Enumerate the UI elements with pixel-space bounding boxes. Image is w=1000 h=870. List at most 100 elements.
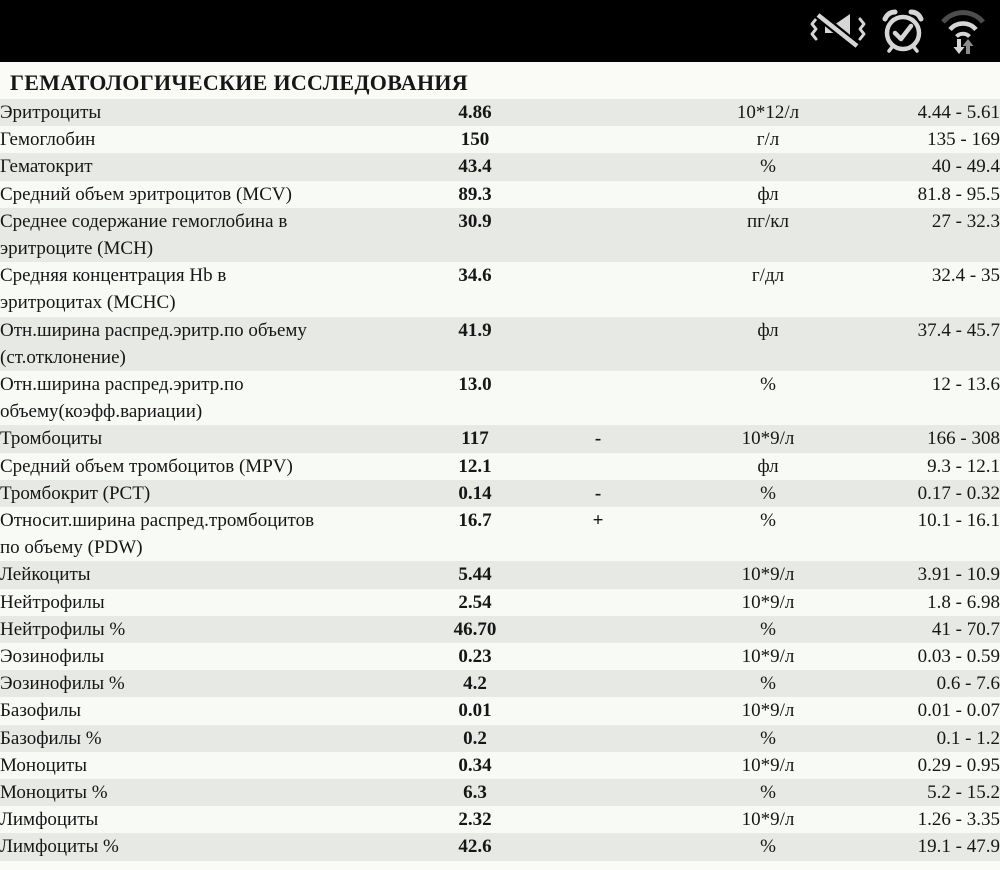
reference-range-cell: 0.1 - 1.2 — [936, 727, 1000, 749]
abnormal-flag-cell — [540, 616, 656, 643]
abnormal-flag-cell — [540, 208, 656, 262]
result-value-cell: 4.86 — [458, 102, 492, 123]
unit-cell: 10*9/л — [741, 564, 795, 586]
result-row: Моноциты 0.34 10*9/л 0.29 - 0.95 — [0, 751, 1000, 780]
reference-range-cell: 0.17 - 0.32 — [917, 482, 1000, 504]
unit-cell: 10*9/л — [741, 700, 795, 722]
result-row: Базофилы 0.01 10*9/л 0.01 - 0.07 — [0, 697, 1000, 725]
test-name-cell: Лимфоциты — [0, 809, 99, 831]
result-value-cell: 150 — [460, 129, 490, 151]
abnormal-flag-cell: - — [594, 428, 602, 450]
test-name-cell: Тромбоциты — [0, 428, 103, 450]
reference-range-cell: 37.4 - 45.7 — [917, 319, 1000, 341]
abnormal-flag-cell — [540, 181, 656, 208]
test-name-cell: Лейкоциты — [0, 564, 91, 586]
result-row: Средний объем эритроцитов (MCV) 89.3 фл 81.… — [0, 180, 1000, 208]
unit-cell: % — [760, 374, 776, 396]
unit-cell: г/дл — [751, 265, 785, 287]
status-bar — [0, 0, 1000, 62]
test-name-cell: Средняя концентрация Hb в эритроцитах (M… — [0, 265, 227, 314]
unit-cell: 10*9/л — [741, 646, 795, 668]
result-value-cell: 2.54 — [458, 591, 492, 613]
unit-cell: фл — [757, 455, 779, 477]
wifi-data-transfer-icon — [941, 10, 985, 54]
result-value-cell: 2.32 — [458, 809, 492, 831]
result-value-cell: 30.9 — [458, 210, 492, 232]
result-row: Эритроциты 4.86 10*12/л 4.44 - 5.61 — [0, 99, 1000, 127]
result-value-cell: 12.1 — [458, 455, 492, 477]
result-value-cell: 0.01 — [458, 700, 492, 722]
section-title: ГЕМАТОЛОГИЧЕСКИЕ ИССЛЕДОВАНИЯ — [10, 70, 468, 95]
reference-range-cell: 41 - 70.7 — [931, 618, 1000, 640]
result-row: Гемоглобин 150 г/л 135 - 169 — [0, 126, 1000, 154]
unit-cell: % — [760, 156, 776, 178]
unit-cell: % — [760, 782, 776, 804]
result-value-cell: 4.2 — [463, 673, 487, 695]
result-row: Тромбокрит (PCT) 0.14 -% 0.17 - 0.32 — [0, 479, 1000, 508]
reference-range-cell: 9.3 - 12.1 — [927, 455, 1000, 477]
abnormal-flag-cell — [540, 833, 656, 860]
results-table: Эритроциты 4.86 10*12/л 4.44 - 5.61 Гемоглоб… — [0, 99, 1000, 861]
result-row: Отн.ширина распред.эритр.по объему (ст.о… — [0, 316, 1000, 372]
reference-range-cell: 32.4 - 35 — [931, 265, 1000, 287]
reference-range-cell: 1.26 - 3.35 — [917, 809, 1000, 831]
result-value-cell: 5.44 — [458, 564, 492, 586]
test-name-cell: Базофилы — [0, 700, 81, 722]
results-table-body: Эритроциты 4.86 10*12/л 4.44 - 5.61 Гемоглоб… — [0, 99, 1000, 861]
result-row: Базофилы % 0.2% 0.1 - 1.2 — [0, 724, 1000, 752]
abnormal-flag-cell — [540, 697, 656, 724]
reference-range-cell: 1.8 - 6.98 — [927, 591, 1000, 613]
test-name-cell: Гемоглобин — [0, 129, 96, 151]
reference-range-cell: 3.91 - 10.9 — [917, 564, 1000, 586]
abnormal-flag-cell — [540, 643, 656, 670]
test-name-cell: Отн.ширина распред.эритр.по объему(коэфф… — [0, 374, 244, 423]
reference-range-cell: 10.1 - 16.1 — [917, 510, 1000, 532]
unit-cell: 10*9/л — [741, 428, 795, 450]
result-row: Среднее содержание гемоглобина в эритроц… — [0, 207, 1000, 263]
result-value-cell: 16.7 — [458, 510, 492, 532]
unit-cell: 10*12/л — [736, 102, 800, 123]
result-row: Средняя концентрация Hb в эритроцитах (M… — [0, 262, 1000, 317]
result-row: Отн.ширина распред.эритр.по объему(коэфф… — [0, 371, 1000, 426]
abnormal-flag-cell — [540, 670, 656, 697]
test-name-cell: Отн.ширина распред.эритр.по объему (ст.о… — [0, 319, 307, 368]
reference-range-cell: 19.1 - 47.9 — [917, 836, 1000, 858]
abnormal-flag-cell: - — [594, 482, 602, 504]
result-value-cell: 0.2 — [463, 727, 487, 749]
abnormal-flag-cell — [540, 153, 656, 180]
result-value-cell: 6.3 — [463, 782, 487, 804]
vibrate-mute-icon — [810, 10, 866, 51]
test-name-cell: Средний объем эритроцитов (MCV) — [0, 183, 292, 205]
report-content[interactable]: ГЕМАТОЛОГИЧЕСКИЕ ИССЛЕДОВАНИЯ Эритроциты… — [0, 62, 1000, 861]
result-row: Эозинофилы 0.23 10*9/л 0.03 - 0.59 — [0, 643, 1000, 671]
abnormal-flag-cell — [540, 589, 656, 616]
result-row: Эозинофилы % 4.2% 0.6 - 7.6 — [0, 670, 1000, 698]
result-row: Лимфоциты % 42.6% 19.1 - 47.9 — [0, 833, 1000, 861]
reference-range-cell: 0.01 - 0.07 — [917, 700, 1000, 722]
abnormal-flag-cell — [540, 725, 656, 752]
result-value-cell: 34.6 — [458, 265, 492, 287]
test-name-cell: Эозинофилы — [0, 646, 105, 668]
result-value-cell: 41.9 — [458, 319, 492, 341]
alarm-set-icon — [882, 9, 924, 53]
reference-range-cell: 27 - 32.3 — [931, 210, 1000, 232]
result-value-cell: 0.14 — [458, 482, 492, 504]
test-name-cell: Среднее содержание гемоглобина в эритроц… — [0, 210, 288, 260]
reference-range-cell: 0.03 - 0.59 — [917, 646, 1000, 668]
abnormal-flag-cell — [540, 806, 656, 833]
result-row: Моноциты % 6.3% 5.2 - 15.2 — [0, 779, 1000, 807]
result-value-cell: 43.4 — [458, 156, 492, 178]
result-value-cell: 42.6 — [458, 836, 492, 858]
test-name-cell: Базофилы % — [0, 727, 102, 749]
test-name-cell: Гематокрит — [0, 156, 93, 178]
abnormal-flag-cell — [540, 453, 656, 480]
test-name-cell: Относит.ширина распред.тромбоцитов по об… — [0, 510, 315, 559]
result-value-cell: 46.70 — [453, 618, 497, 640]
unit-cell: % — [760, 510, 776, 532]
reference-range-cell: 135 - 169 — [927, 129, 1000, 151]
abnormal-flag-cell — [540, 752, 656, 779]
result-row: Гематокрит 43.4% 40 - 49.4 — [0, 153, 1000, 181]
reference-range-cell: 4.44 - 5.61 — [917, 102, 1000, 123]
test-name-cell: Лимфоциты % — [0, 836, 119, 858]
